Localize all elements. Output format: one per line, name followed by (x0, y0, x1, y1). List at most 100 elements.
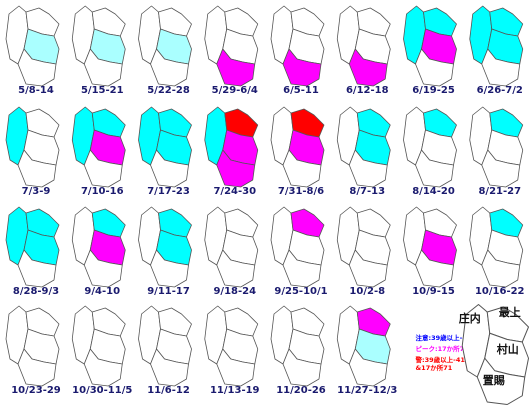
period-label: 7/24-30 (213, 186, 256, 197)
region (282, 48, 322, 87)
period-label: 8/21-27 (478, 186, 521, 197)
region-label: 庄内 (459, 311, 481, 325)
region-map (336, 206, 391, 288)
period-label: 9/25-10/1 (274, 286, 327, 297)
region (83, 249, 123, 288)
region-label: 置賜 (483, 374, 505, 387)
period-label: 11/13-19 (210, 385, 260, 396)
region-map (336, 305, 391, 387)
period-label: 10/30-11/5 (72, 385, 132, 396)
period-label: 6/26-7/2 (477, 85, 523, 96)
region (348, 348, 388, 387)
period-label: 11/20-26 (276, 385, 326, 396)
region (216, 48, 256, 87)
legend-text: 注意:39歳以上-41.6 (416, 333, 479, 342)
region-map (270, 5, 325, 87)
region-map (403, 5, 457, 87)
period-label: 5/15-21 (81, 85, 124, 96)
period-label: 5/8-14 (18, 85, 54, 96)
region (348, 249, 388, 288)
region (150, 149, 189, 188)
region-map (204, 106, 259, 188)
region-map (5, 5, 60, 87)
period-label: 7/10-16 (81, 186, 124, 197)
region (216, 149, 256, 188)
period-label: 5/22-28 (147, 85, 190, 96)
region (216, 249, 256, 288)
region-map (71, 106, 126, 188)
region (150, 48, 189, 87)
region (17, 348, 57, 387)
period-label: 7/3-9 (22, 186, 51, 197)
region (150, 348, 189, 387)
legend-text: ピーク:17か所71 (416, 344, 470, 353)
region-map (138, 305, 192, 387)
region (282, 249, 322, 288)
reference-map (461, 304, 529, 405)
period-label: 10/23-29 (11, 385, 61, 396)
period-label: 8/14-20 (412, 186, 455, 197)
period-label: 11/6-12 (147, 385, 190, 396)
period-label: 6/5-11 (283, 85, 319, 96)
region-map (71, 305, 126, 387)
period-label: 9/18-24 (213, 286, 256, 297)
region (216, 348, 256, 387)
period-label: 7/17-23 (147, 186, 190, 197)
period-label: 10/9-15 (412, 286, 455, 297)
period-label: 5/29-6/4 (212, 85, 258, 96)
region-map (5, 305, 60, 387)
region (415, 249, 454, 288)
region-map (138, 5, 192, 87)
region (415, 48, 454, 87)
period-label: 10/16-22 (475, 286, 525, 297)
region (481, 48, 521, 87)
region (83, 48, 123, 87)
region (481, 249, 521, 288)
period-label: 11/27-12/3 (337, 385, 397, 396)
legend-text: &17か所71 (416, 363, 453, 372)
region-map (5, 206, 60, 288)
region (282, 149, 322, 188)
region-map (270, 106, 325, 188)
region (17, 48, 57, 87)
period-label: 10/2-8 (349, 286, 385, 297)
region (17, 149, 57, 188)
region (348, 149, 388, 188)
region (476, 357, 526, 405)
region-map (403, 206, 457, 288)
period-label: 8/28-9/3 (13, 286, 59, 297)
region-map (469, 206, 524, 288)
region-map (204, 305, 259, 387)
region (17, 249, 57, 288)
region-map (336, 106, 391, 188)
region (150, 249, 189, 288)
region-map (138, 206, 192, 288)
region-map (469, 106, 524, 188)
region-map (71, 5, 126, 87)
region-map (204, 5, 259, 87)
region-map (5, 106, 60, 188)
region (83, 348, 123, 387)
period-label: 6/19-25 (412, 85, 455, 96)
period-label: 6/12-18 (346, 85, 389, 96)
region (415, 149, 454, 188)
region-map (270, 305, 325, 387)
period-label: 9/4-10 (84, 286, 120, 297)
region-map (469, 5, 524, 87)
region (83, 149, 123, 188)
region (481, 149, 521, 188)
period-label: 8/7-13 (349, 186, 385, 197)
period-label: 9/11-17 (147, 286, 190, 297)
region-map (403, 106, 457, 188)
region-label: 村山 (497, 342, 519, 356)
period-label: 7/31-8/6 (278, 186, 324, 197)
region-map (138, 106, 192, 188)
region-map (336, 5, 391, 87)
region-map (71, 206, 126, 288)
region (282, 348, 322, 387)
region-map (204, 206, 259, 288)
region-map (270, 206, 325, 288)
region-label: 最上 (499, 305, 521, 319)
region (348, 48, 388, 87)
